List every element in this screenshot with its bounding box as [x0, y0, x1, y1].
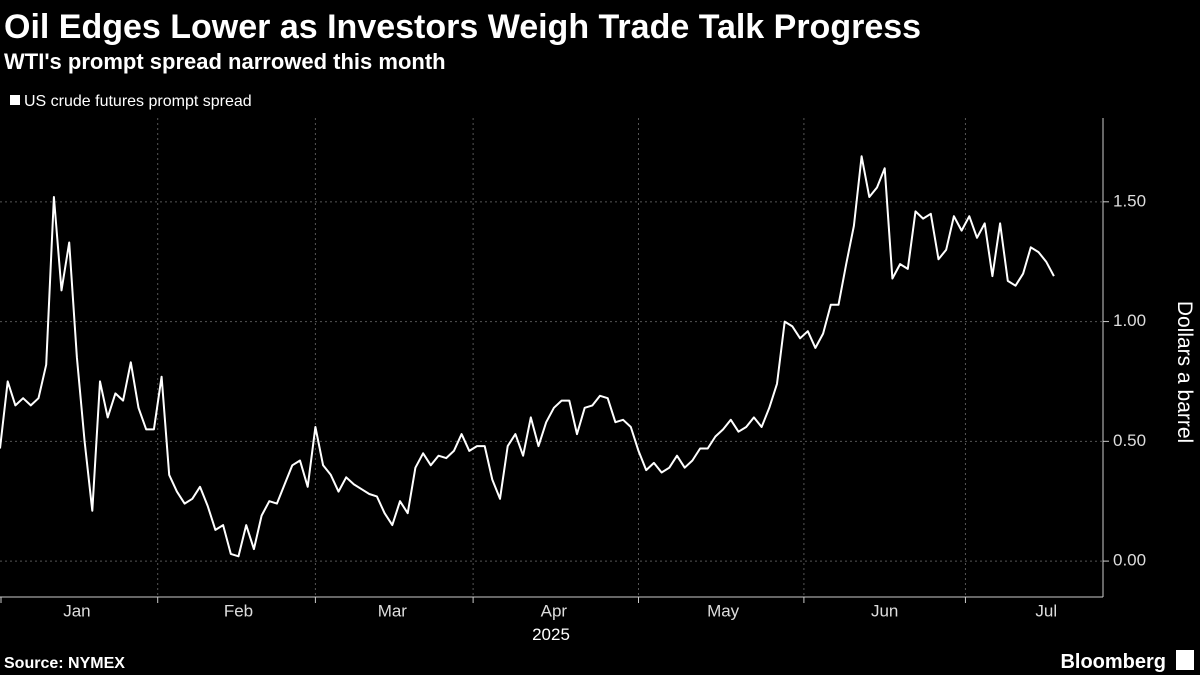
y-axis-label: Dollars a barrel: [1173, 301, 1196, 443]
legend-swatch: [10, 95, 20, 105]
source: Source: NYMEX: [4, 655, 125, 672]
y-tick-label: 1.50: [1113, 191, 1146, 210]
y-tick-label: 1.00: [1113, 311, 1146, 330]
x-axis-label: 2025: [532, 625, 570, 644]
y-tick-label: 0.00: [1113, 551, 1146, 570]
x-tick-label: Feb: [224, 601, 253, 620]
chart-title: Oil Edges Lower as Investors Weigh Trade…: [4, 8, 921, 46]
chart-subtitle: WTI's prompt spread narrowed this month: [4, 49, 446, 74]
x-tick-label: Jul: [1035, 601, 1057, 620]
y-tick-label: 0.50: [1113, 431, 1146, 450]
x-tick-label: Mar: [378, 601, 408, 620]
x-tick-label: May: [707, 601, 740, 620]
brand: Bloomberg: [1060, 651, 1166, 673]
series-line: [0, 155, 1055, 558]
brand-icon: [1176, 650, 1194, 670]
x-tick-label: Apr: [541, 601, 568, 620]
x-tick-label: Jun: [871, 601, 898, 620]
legend-label: US crude futures prompt spread: [24, 93, 252, 110]
x-tick-label: Jan: [63, 601, 90, 620]
